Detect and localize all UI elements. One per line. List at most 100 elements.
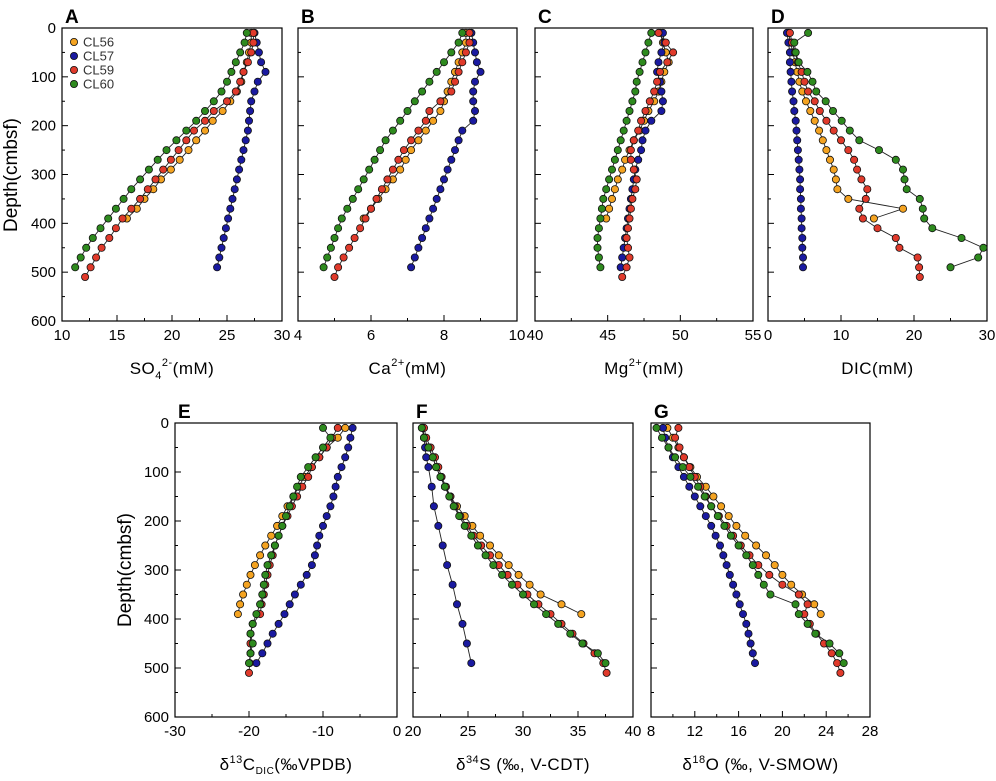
data-point <box>465 28 474 37</box>
data-point <box>333 472 342 481</box>
series-CL56 <box>418 423 586 619</box>
data-point <box>857 175 866 184</box>
data-point <box>261 67 270 76</box>
data-point <box>318 423 327 432</box>
data-point <box>637 116 646 125</box>
data-point <box>678 463 687 472</box>
y-tick-label: 0 <box>48 20 56 37</box>
data-point <box>822 146 831 155</box>
x-tick-label: 45 <box>599 327 616 344</box>
series-CL60 <box>319 28 467 272</box>
data-point <box>417 423 426 432</box>
data-point <box>594 253 603 262</box>
data-point <box>690 492 699 501</box>
data-point <box>111 224 120 233</box>
series-CL57 <box>252 423 357 668</box>
data-point <box>663 58 672 67</box>
data-point <box>804 28 813 37</box>
data-point <box>709 492 718 501</box>
data-point <box>626 146 635 155</box>
data-point <box>792 126 801 135</box>
data-point <box>489 561 498 570</box>
data-point <box>899 204 908 213</box>
x-axis-label-mid: C <box>243 755 256 774</box>
data-point <box>407 136 416 145</box>
data-point <box>734 541 743 550</box>
x-axis-label: Ca2+(mM) <box>369 357 447 378</box>
data-point <box>957 233 966 242</box>
data-point <box>311 453 320 462</box>
x-tick-label: 40 <box>625 723 642 740</box>
data-point <box>322 512 331 521</box>
x-axis-label-mid: S (‰, V-CDT) <box>479 755 590 774</box>
x-tick-label: 24 <box>818 723 835 740</box>
data-point <box>794 155 803 164</box>
data-point <box>818 136 827 145</box>
data-point <box>803 600 812 609</box>
data-point <box>118 214 127 223</box>
data-point <box>436 97 445 106</box>
data-point <box>536 590 545 599</box>
data-point <box>707 521 716 530</box>
data-point <box>258 590 267 599</box>
data-point <box>822 116 831 125</box>
plot-frame <box>412 422 634 718</box>
data-point <box>625 253 634 262</box>
data-point <box>634 155 643 164</box>
data-point <box>485 541 494 550</box>
x-tick-label: 35 <box>570 723 587 740</box>
data-point <box>875 146 884 155</box>
data-point <box>869 214 878 223</box>
data-point <box>230 185 239 194</box>
data-point <box>319 263 328 272</box>
data-point <box>249 38 258 47</box>
data-point <box>81 272 90 281</box>
series-CL56 <box>359 28 470 223</box>
x-tick-label: 20 <box>164 327 181 344</box>
x-axis-label-sup: 2+ <box>629 357 643 369</box>
data-point <box>787 77 796 86</box>
y-tick-label: 400 <box>144 611 169 628</box>
data-point <box>647 116 656 125</box>
panel-label: A <box>65 7 79 28</box>
data-point <box>742 551 751 560</box>
x-tick-label: -30 <box>164 723 186 740</box>
series-CL57 <box>213 28 270 272</box>
data-point <box>608 165 617 174</box>
series-line <box>667 427 822 615</box>
data-point <box>899 165 908 174</box>
data-point <box>243 126 252 135</box>
data-point <box>641 48 650 57</box>
series-CL56 <box>233 423 350 619</box>
data-point <box>622 116 631 125</box>
data-point <box>261 570 270 579</box>
panel-F: F 20 25 30 35 40 δ34S (‰, V-CDT) <box>405 402 642 774</box>
data-point <box>208 116 217 125</box>
data-point <box>724 512 733 521</box>
data-point <box>542 610 551 619</box>
data-point <box>808 77 817 86</box>
data-point <box>624 224 633 233</box>
data-point <box>751 659 760 668</box>
series-CL56 <box>663 423 825 619</box>
x-tick-label: 16 <box>730 723 747 740</box>
y-tick-label: 600 <box>144 709 169 726</box>
data-point <box>786 67 795 76</box>
data-point <box>329 492 338 501</box>
data-point <box>671 453 680 462</box>
data-point <box>166 165 175 174</box>
data-point <box>235 165 244 174</box>
data-point <box>717 502 726 511</box>
data-point <box>746 639 755 648</box>
x-tick-label: 0 <box>764 327 772 344</box>
data-point <box>96 224 105 233</box>
data-point <box>794 610 803 619</box>
data-point <box>372 194 381 203</box>
data-point <box>244 668 253 677</box>
data-point <box>602 668 611 677</box>
data-point <box>246 629 255 638</box>
data-point <box>280 610 289 619</box>
x-axis-label: δ34S (‰, V-CDT) <box>456 754 590 774</box>
data-point <box>388 165 397 174</box>
x-axis-label-sup: 18 <box>692 754 705 766</box>
